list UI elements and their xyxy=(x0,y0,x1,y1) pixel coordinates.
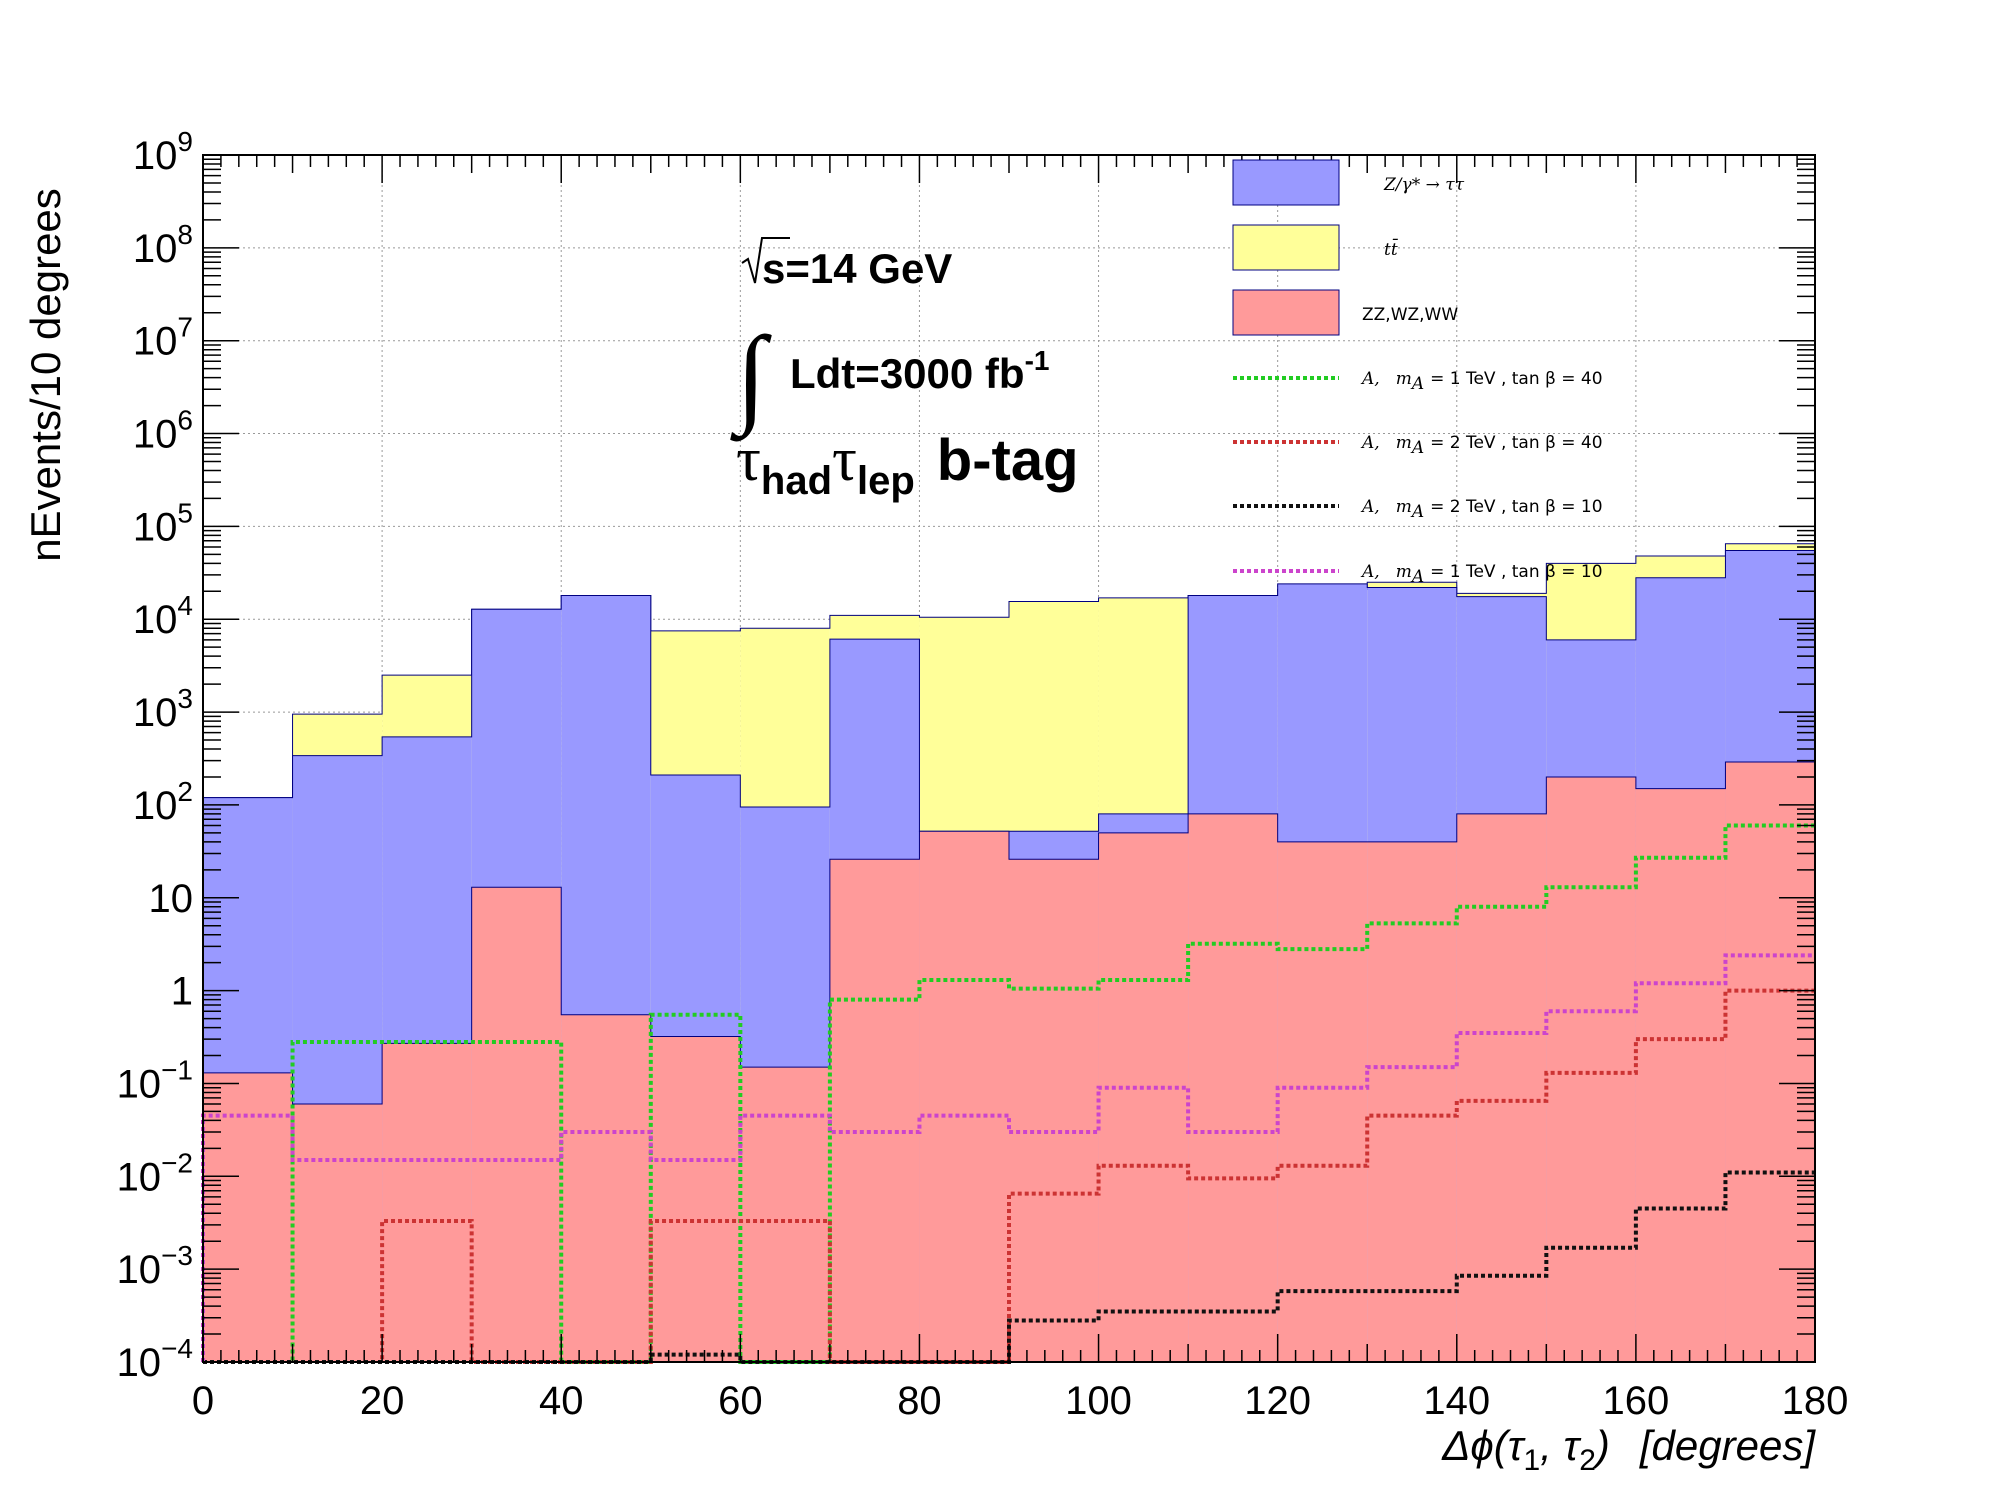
legend-label-ztautau: Z/γ* → ττ xyxy=(1383,175,1465,195)
y-tick-label-4: 1 xyxy=(171,970,193,1014)
x-tick-labels: 0 20 40 60 80 100 120 140 160 180 xyxy=(192,1379,1849,1423)
legend-label-magenta: A, mA = 1 TeV , tan β = 10 xyxy=(1360,562,1603,587)
x-tick-label-80: 80 xyxy=(897,1379,942,1423)
x-tick-label-140: 140 xyxy=(1423,1379,1490,1423)
stack-bar xyxy=(1635,788,1726,1362)
stack-bar xyxy=(292,1104,383,1362)
stack-bar xyxy=(1725,761,1815,1362)
legend-label-red: A, mA = 2 TeV , tan β = 40 xyxy=(1360,433,1603,458)
y-tick-label-10: 106 xyxy=(133,405,193,457)
x-title-comma: , τ xyxy=(1540,1422,1581,1469)
lumi-annotation: Ldt=3000 fb-1 xyxy=(790,345,1049,397)
x-tick-label-180: 180 xyxy=(1782,1379,1849,1423)
y-tick-label-12: 108 xyxy=(133,219,193,271)
stack-bar xyxy=(1546,776,1636,1362)
lumi-main: Ldt=3000 fb xyxy=(790,350,1025,397)
integral-sign: ∫ xyxy=(730,314,772,442)
channel-annotation: τhadτlep b-tag xyxy=(736,426,1079,503)
annotation-block: s=14 GeV ∫ Ldt=3000 fb-1 τhadτlep b-tag xyxy=(730,237,1079,503)
y-tick-label-0: 10−4 xyxy=(117,1333,193,1385)
x-axis-title: Δϕ(τ1, τ2) [degrees] xyxy=(1441,1422,1816,1477)
y-tick-label-5: 10 xyxy=(149,877,194,921)
channel-tau2: τ xyxy=(832,426,857,494)
axis-ticks xyxy=(202,155,1816,1363)
stack-bar xyxy=(382,1043,472,1362)
stack-bar xyxy=(650,1036,741,1362)
stack-bar xyxy=(1098,832,1189,1362)
sqrt-sign xyxy=(741,237,790,284)
x-tick-label-0: 0 xyxy=(192,1379,214,1423)
stack-bar xyxy=(919,831,1009,1362)
lumi-exp: -1 xyxy=(1025,345,1050,376)
legend-label-ttbar: tt̄ xyxy=(1384,237,1398,260)
legend-label-black: A, mA = 2 TeV , tan β = 10 xyxy=(1360,497,1603,522)
y-tick-label-7: 103 xyxy=(133,683,193,735)
x-tick-label-100: 100 xyxy=(1065,1379,1132,1423)
y-tick-label-11: 107 xyxy=(133,312,193,364)
y-tick-label-1: 10−3 xyxy=(117,1240,193,1292)
channel-sub1: had xyxy=(761,459,832,503)
legend-swatch-ztautau xyxy=(1232,159,1340,206)
signal-line-0 xyxy=(203,823,1815,1364)
y-tick-labels: 10−4 10−3 10−2 10−1 1 10 102 103 104 105 106 107 108… xyxy=(117,126,193,1385)
stack-outline xyxy=(203,761,1815,1105)
stack-bar xyxy=(561,1014,651,1362)
stack-bar xyxy=(1456,813,1547,1362)
y-tick-label-8: 104 xyxy=(133,590,193,642)
legend: Z/γ* → ττ tt̄ ZZ,WZ,WW A, mA = 1 TeV , tan… xyxy=(1232,159,1603,587)
legend-label-green: A, mA = 1 TeV , tan β = 40 xyxy=(1360,369,1603,394)
x-tick-label-120: 120 xyxy=(1244,1379,1311,1423)
channel-sub2: lep xyxy=(857,459,915,503)
stack-bar xyxy=(740,1067,830,1362)
legend-swatch-diboson xyxy=(1232,289,1340,336)
stack-bar xyxy=(1367,841,1457,1362)
signal-line-3 xyxy=(201,953,1815,1362)
y-axis-title: nEvents/10 degrees xyxy=(22,188,69,562)
legend-swatch-ttbar xyxy=(1232,224,1340,271)
y-tick-label-3: 10−1 xyxy=(117,1054,193,1106)
stack-bar xyxy=(1277,841,1368,1362)
x-tick-label-40: 40 xyxy=(539,1379,584,1423)
channel-tag: b-tag xyxy=(937,428,1079,493)
stack-bar xyxy=(1188,813,1278,1362)
stack-bar xyxy=(1009,859,1099,1362)
stack-bar xyxy=(829,859,920,1362)
y-tick-label-6: 102 xyxy=(133,776,193,828)
legend-label-diboson: ZZ,WZ,WW xyxy=(1362,305,1458,325)
energy-annotation: s=14 GeV xyxy=(762,245,952,292)
signal-line-1 xyxy=(203,988,1815,1364)
y-tick-label-9: 105 xyxy=(133,497,193,549)
y-tick-label-2: 10−2 xyxy=(117,1147,193,1199)
x-title-unit: [degrees] xyxy=(1639,1422,1816,1469)
channel-tau1: τ xyxy=(736,426,761,494)
x-tick-label-160: 160 xyxy=(1603,1379,1670,1423)
stack-series-0 xyxy=(203,761,1815,1362)
stack-bar xyxy=(471,887,562,1362)
x-tick-label-20: 20 xyxy=(360,1379,405,1423)
stacked-histograms xyxy=(203,543,1815,1362)
x-title-sub2: 2 xyxy=(1579,1444,1596,1477)
x-title-close: ) xyxy=(1591,1422,1610,1469)
y-tick-label-13: 109 xyxy=(133,126,193,178)
x-title-delta-phi: Δϕ(τ xyxy=(1441,1422,1526,1469)
x-tick-label-60: 60 xyxy=(718,1379,763,1423)
x-title-sub1: 1 xyxy=(1523,1444,1540,1477)
